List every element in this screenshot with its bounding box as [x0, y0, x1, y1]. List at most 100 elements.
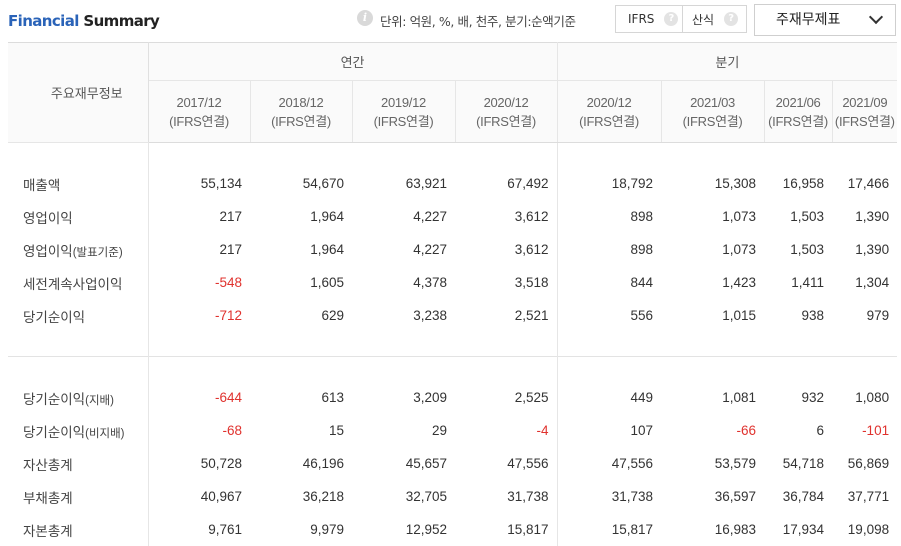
row-label: 당기순이익	[8, 299, 148, 332]
value-cell: 55,134	[148, 167, 250, 200]
value-cell: 40,967	[148, 480, 250, 513]
period-header: 2020/12(IFRS연결)	[455, 81, 557, 143]
summary-toolbar: Financial Summary i 단위: 억원, %, 배, 천주, 분기…	[0, 0, 901, 42]
spacer-cell	[250, 143, 352, 168]
spacer-row	[8, 143, 897, 168]
value-cell: -4	[455, 414, 557, 447]
value-cell: 979	[832, 299, 897, 332]
value-cell: 613	[250, 381, 352, 414]
row-label-text: 당기순이익	[23, 392, 85, 407]
value-cell: 3,209	[352, 381, 455, 414]
value-cell: 1,964	[250, 200, 352, 233]
spacer-cell	[148, 143, 250, 168]
ifrs-button[interactable]: IFRS ?	[615, 5, 683, 33]
value-cell: -644	[148, 381, 250, 414]
value-cell: 449	[557, 381, 661, 414]
value-cell: 19,098	[832, 513, 897, 546]
info-icon[interactable]: i	[357, 10, 373, 26]
period-header: 2017/12(IFRS연결)	[148, 81, 250, 143]
value-cell: 932	[764, 381, 832, 414]
value-cell: 1,073	[661, 200, 764, 233]
value-cell: 15	[250, 414, 352, 447]
value-cell: 217	[148, 233, 250, 266]
row-label: 자산총계	[8, 447, 148, 480]
spacer-row	[8, 357, 897, 382]
period-header: 2021/06(IFRS연결)	[764, 81, 832, 143]
spacer-cell	[455, 357, 557, 382]
value-cell: 1,411	[764, 266, 832, 299]
row-label-text: 당기순이익	[23, 310, 85, 325]
value-cell: 15,817	[455, 513, 557, 546]
spacer-cell	[832, 143, 897, 168]
financial-summary-table: 주요재무정보 연간 분기 2017/12(IFRS연결) 2018/12(IFR…	[8, 42, 897, 546]
value-cell: 3,612	[455, 200, 557, 233]
value-cell: 629	[250, 299, 352, 332]
spacer-cell	[764, 143, 832, 168]
spacer-cell	[661, 357, 764, 382]
spacer-cell	[455, 332, 557, 357]
value-cell: 1,503	[764, 200, 832, 233]
help-icon[interactable]: ?	[724, 12, 738, 26]
value-cell: -68	[148, 414, 250, 447]
value-cell: 16,958	[764, 167, 832, 200]
value-cell: 9,761	[148, 513, 250, 546]
value-cell: 37,771	[832, 480, 897, 513]
value-cell: 1,081	[661, 381, 764, 414]
value-cell: 50,728	[148, 447, 250, 480]
title-financial: Financial	[8, 12, 79, 30]
row-label-text: 영업이익	[23, 244, 73, 259]
value-cell: 4,227	[352, 233, 455, 266]
row-label: 영업이익	[8, 200, 148, 233]
value-cell: 17,934	[764, 513, 832, 546]
spacer-cell	[352, 143, 455, 168]
statement-select[interactable]: 주재무제표	[754, 4, 896, 36]
value-cell: 54,718	[764, 447, 832, 480]
value-cell: 1,964	[250, 233, 352, 266]
value-cell: 844	[557, 266, 661, 299]
row-label-sub: (비지배)	[85, 428, 124, 440]
spacer-cell	[832, 332, 897, 357]
spacer-cell	[764, 332, 832, 357]
spacer-cell	[8, 357, 148, 382]
value-cell: 31,738	[455, 480, 557, 513]
spacer-cell	[8, 143, 148, 168]
value-cell: 1,503	[764, 233, 832, 266]
unit-text: 단위: 억원, %, 배, 천주, 분기:순액기준	[380, 11, 576, 30]
row-label: 영업이익(발표기준)	[8, 233, 148, 266]
value-cell: 15,308	[661, 167, 764, 200]
spacer-cell	[250, 357, 352, 382]
value-cell: 54,670	[250, 167, 352, 200]
row-label-text: 매출액	[23, 178, 60, 193]
spacer-cell	[832, 357, 897, 382]
spacer-cell	[455, 143, 557, 168]
section-title: Financial Summary	[8, 12, 159, 30]
help-icon[interactable]: ?	[664, 12, 678, 26]
row-label-text: 세전계속사업이익	[23, 277, 122, 292]
value-cell: 47,556	[557, 447, 661, 480]
value-cell: 3,238	[352, 299, 455, 332]
value-cell: 898	[557, 233, 661, 266]
value-cell: 18,792	[557, 167, 661, 200]
title-summary: Summary	[83, 12, 159, 30]
row-label: 부채총계	[8, 480, 148, 513]
spacer-cell	[557, 332, 661, 357]
value-cell: 67,492	[455, 167, 557, 200]
value-cell: 1,390	[832, 200, 897, 233]
formula-button[interactable]: 산식 ?	[682, 5, 747, 33]
value-cell: 12,952	[352, 513, 455, 546]
value-cell: 2,521	[455, 299, 557, 332]
value-cell: 47,556	[455, 447, 557, 480]
row-label-sub: (지배)	[85, 395, 114, 407]
value-cell: 4,227	[352, 200, 455, 233]
value-cell: 16,983	[661, 513, 764, 546]
value-cell: 3,612	[455, 233, 557, 266]
spacer-cell	[764, 357, 832, 382]
